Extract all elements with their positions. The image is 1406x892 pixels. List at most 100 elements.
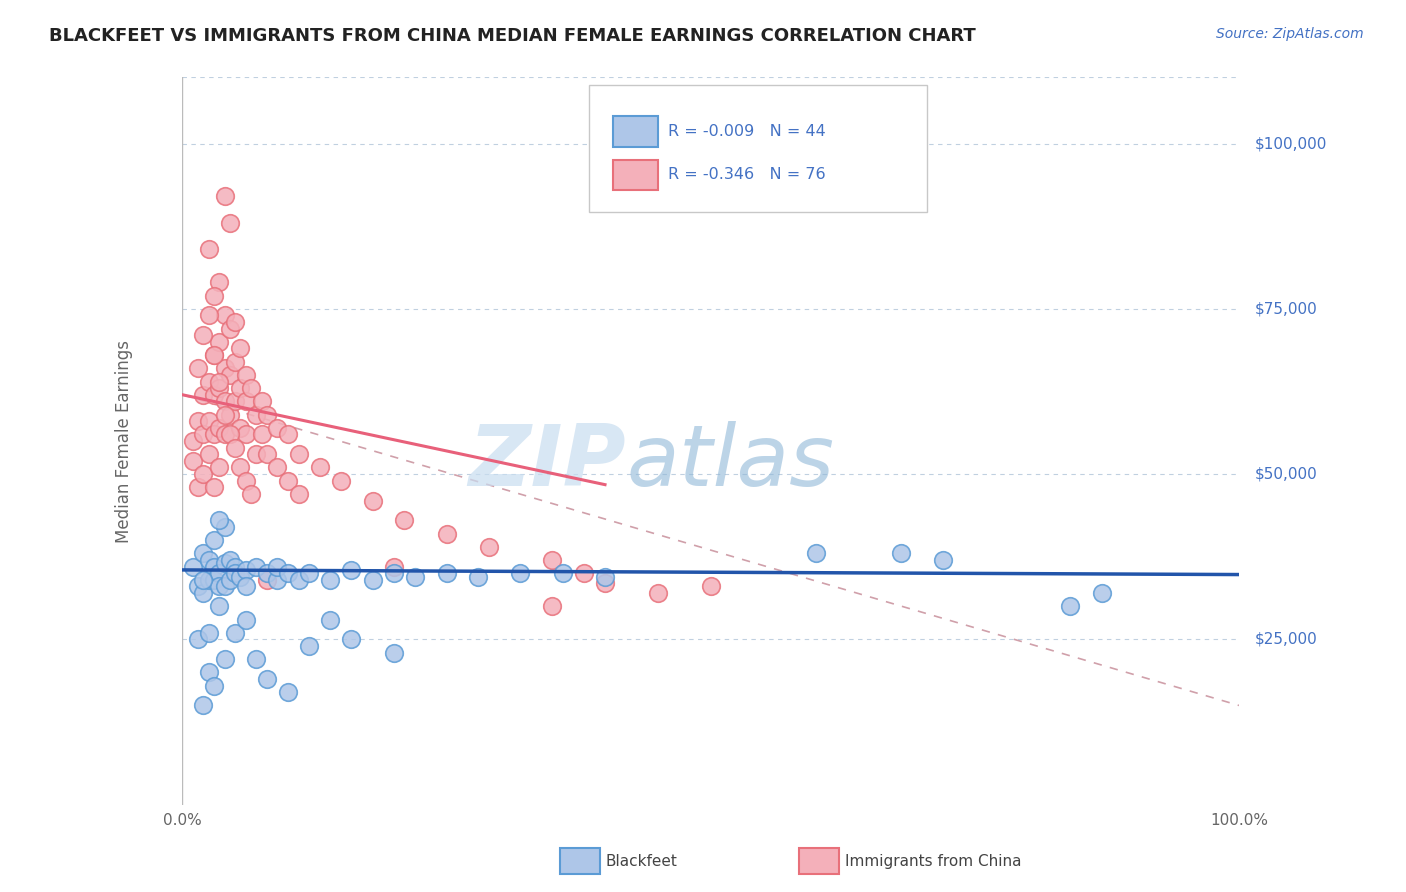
Point — [193, 467, 215, 481]
Point — [219, 408, 242, 422]
Point — [256, 573, 278, 587]
Point — [208, 421, 231, 435]
Point — [193, 586, 215, 600]
Text: Immigrants from China: Immigrants from China — [845, 855, 1022, 869]
Point — [202, 679, 225, 693]
Point — [214, 520, 236, 534]
Point — [219, 216, 242, 230]
Text: atlas: atlas — [626, 421, 834, 504]
Point — [256, 672, 278, 686]
Point — [245, 559, 267, 574]
Point — [214, 309, 236, 323]
Point — [202, 288, 225, 302]
Point — [382, 559, 405, 574]
Point — [187, 579, 209, 593]
Point — [214, 361, 236, 376]
Point — [202, 427, 225, 442]
Point — [361, 493, 384, 508]
Point — [202, 348, 225, 362]
Point — [214, 652, 236, 666]
Point — [197, 573, 219, 587]
Text: R = -0.009   N = 44: R = -0.009 N = 44 — [668, 124, 827, 139]
Text: $25,000: $25,000 — [1256, 632, 1317, 647]
Point — [208, 381, 231, 395]
Point — [266, 460, 288, 475]
Point — [202, 348, 225, 362]
Point — [208, 276, 231, 290]
Point — [202, 480, 225, 494]
Point — [319, 573, 342, 587]
Point — [229, 342, 252, 356]
Point — [229, 421, 252, 435]
Point — [219, 553, 242, 567]
Point — [219, 321, 242, 335]
Point — [193, 698, 215, 713]
Point — [235, 474, 257, 488]
Point — [240, 381, 263, 395]
Point — [287, 573, 309, 587]
Point — [197, 414, 219, 428]
Point — [340, 632, 363, 647]
Point — [224, 559, 246, 574]
Point — [256, 447, 278, 461]
Point — [202, 559, 225, 574]
Point — [224, 625, 246, 640]
Point — [394, 513, 416, 527]
Point — [229, 569, 252, 583]
Point — [382, 646, 405, 660]
Point — [256, 566, 278, 581]
Point — [319, 613, 342, 627]
Point — [266, 559, 288, 574]
Point — [277, 566, 299, 581]
Point — [193, 427, 215, 442]
Point — [193, 328, 215, 343]
Text: R = -0.346   N = 76: R = -0.346 N = 76 — [668, 168, 827, 182]
Point — [245, 652, 267, 666]
Point — [1091, 586, 1114, 600]
Point — [287, 487, 309, 501]
Point — [256, 408, 278, 422]
Point — [298, 566, 321, 581]
Point — [266, 421, 288, 435]
Text: Source: ZipAtlas.com: Source: ZipAtlas.com — [1216, 27, 1364, 41]
Point — [245, 447, 267, 461]
Point — [382, 566, 405, 581]
Point — [193, 546, 215, 560]
Point — [436, 526, 458, 541]
Point — [208, 579, 231, 593]
Point — [181, 454, 204, 468]
Point — [197, 625, 219, 640]
Point — [208, 460, 231, 475]
Point — [235, 427, 257, 442]
FancyBboxPatch shape — [613, 116, 658, 146]
Point — [250, 394, 273, 409]
Point — [699, 579, 721, 593]
Point — [478, 540, 501, 554]
Point — [329, 474, 352, 488]
Point — [551, 566, 574, 581]
Point — [340, 563, 363, 577]
Point — [214, 189, 236, 203]
Point — [250, 427, 273, 442]
Point — [404, 569, 426, 583]
Point — [202, 388, 225, 402]
Point — [197, 243, 219, 257]
Point — [240, 487, 263, 501]
Point — [224, 394, 246, 409]
Point — [224, 441, 246, 455]
Text: BLACKFEET VS IMMIGRANTS FROM CHINA MEDIAN FEMALE EARNINGS CORRELATION CHART: BLACKFEET VS IMMIGRANTS FROM CHINA MEDIA… — [49, 27, 976, 45]
Point — [202, 573, 225, 587]
Point — [193, 388, 215, 402]
Point — [214, 427, 236, 442]
Point — [277, 474, 299, 488]
Point — [181, 434, 204, 448]
Point — [214, 557, 236, 571]
Point — [277, 685, 299, 699]
Point — [214, 579, 236, 593]
Point — [202, 533, 225, 548]
Point — [541, 553, 564, 567]
Text: ZIP: ZIP — [468, 421, 626, 504]
Point — [235, 394, 257, 409]
Point — [266, 573, 288, 587]
Point — [197, 447, 219, 461]
